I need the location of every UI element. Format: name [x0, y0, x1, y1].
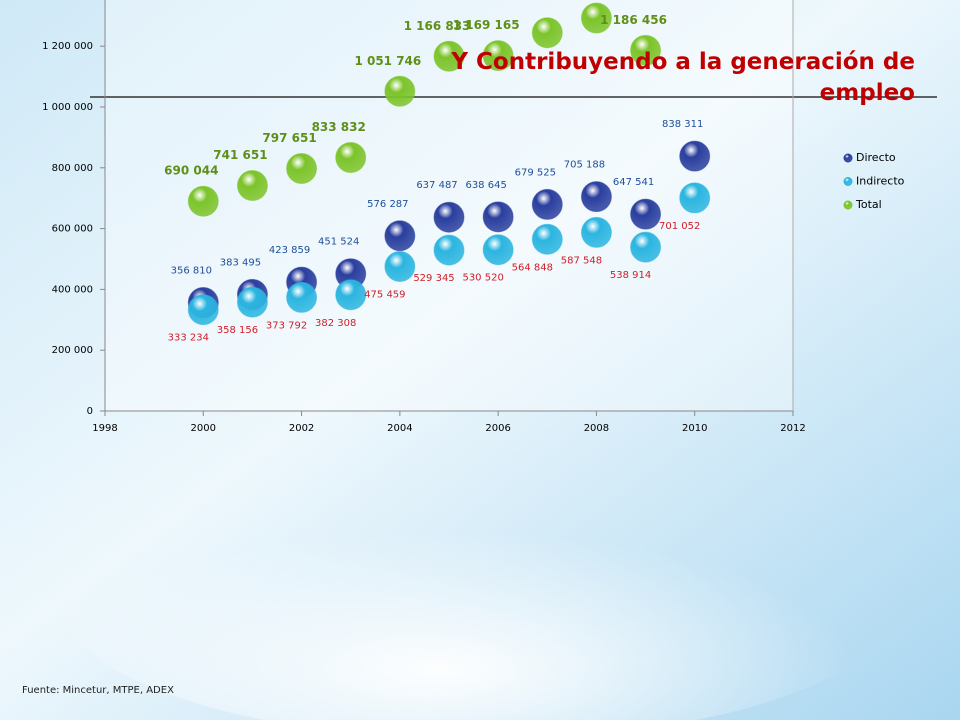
data-label: 701 052 — [659, 221, 700, 232]
data-point — [580, 216, 612, 248]
legend-label: Directo — [856, 151, 896, 164]
data-label: 538 914 — [610, 270, 651, 281]
data-label: 705 188 — [564, 160, 605, 171]
data-point — [630, 198, 662, 230]
data-point — [630, 34, 662, 66]
data-label: 358 156 — [217, 325, 258, 336]
data-label: 382 308 — [315, 318, 356, 329]
data-label: 333 234 — [168, 333, 209, 344]
y-tick-label: 1 200 000 — [42, 41, 93, 52]
data-point — [286, 153, 318, 185]
data-point — [187, 294, 219, 326]
legend-marker — [843, 200, 853, 210]
y-tick-label: 1 000 000 — [42, 102, 93, 113]
data-label: 1 051 746 — [354, 54, 421, 68]
data-point — [531, 188, 563, 220]
x-tick-label: 2000 — [191, 423, 216, 434]
data-label: 741 651 — [213, 148, 267, 162]
data-label: 1 166 833 — [404, 19, 471, 33]
data-point — [630, 231, 662, 263]
chart-title: Y Contribuyendo a la generación de empleo — [450, 49, 915, 106]
data-label: 529 345 — [413, 273, 454, 284]
data-point — [433, 40, 465, 72]
source: Fuente: Mincetur, MTPE, ADEX — [22, 685, 174, 696]
data-point — [236, 286, 268, 318]
data-point — [531, 223, 563, 255]
y-tick-label: 400 000 — [52, 284, 93, 295]
data-label: 530 520 — [462, 273, 503, 284]
data-point — [187, 185, 219, 217]
data-label: 1 169 165 — [453, 18, 520, 32]
data-point — [236, 170, 268, 202]
data-label: 1 186 456 — [600, 13, 667, 27]
legend-marker — [843, 177, 853, 186]
data-label: 797 651 — [262, 131, 316, 145]
data-point — [531, 17, 563, 49]
x-tick-label: 2010 — [682, 423, 707, 434]
y-tick-label: 800 000 — [52, 163, 93, 174]
data-label: 356 810 — [171, 266, 212, 277]
data-point — [384, 250, 416, 282]
data-label: 638 645 — [465, 180, 506, 191]
legend-label: Indirecto — [856, 175, 905, 188]
x-tick-label: 2006 — [485, 423, 510, 434]
data-point — [335, 279, 367, 311]
data-label: 383 495 — [220, 257, 261, 268]
data-label: 373 792 — [266, 320, 307, 331]
y-tick-label: 600 000 — [52, 224, 93, 235]
data-label: 690 044 — [164, 164, 218, 178]
legend-label: Total — [855, 198, 882, 211]
data-point — [482, 201, 514, 233]
data-point — [433, 234, 465, 266]
data-label: 637 487 — [416, 180, 457, 191]
y-tick-label: 200 000 — [52, 345, 93, 356]
x-tick-label: 2002 — [289, 423, 314, 434]
data-label: 587 548 — [561, 255, 602, 266]
data-point — [335, 142, 367, 174]
x-tick-label: 2012 — [780, 423, 805, 434]
data-label: 838 311 — [662, 119, 703, 130]
data-label: 475 459 — [364, 289, 405, 300]
data-label: 647 541 — [613, 177, 654, 188]
x-tick-label: 2004 — [387, 423, 412, 434]
y-tick-label: 0 — [87, 406, 93, 417]
data-point — [482, 234, 514, 266]
x-tick-label: 1998 — [92, 423, 117, 434]
legend-marker — [843, 153, 853, 163]
background-glow — [60, 460, 900, 720]
data-label: 833 832 — [312, 120, 366, 134]
data-label: 423 859 — [269, 245, 310, 256]
x-tick-label: 2008 — [584, 423, 609, 434]
data-point — [482, 40, 514, 72]
data-point — [580, 181, 612, 213]
data-label: 451 524 — [318, 237, 359, 248]
data-point — [433, 201, 465, 233]
data-point — [679, 140, 711, 172]
data-point — [384, 220, 416, 252]
data-label: 576 287 — [367, 199, 408, 210]
data-label: 679 525 — [515, 167, 556, 178]
data-point — [679, 182, 711, 214]
data-label: 564 848 — [512, 262, 553, 273]
data-point — [384, 75, 416, 107]
data-point — [580, 2, 612, 34]
data-point — [286, 281, 318, 313]
